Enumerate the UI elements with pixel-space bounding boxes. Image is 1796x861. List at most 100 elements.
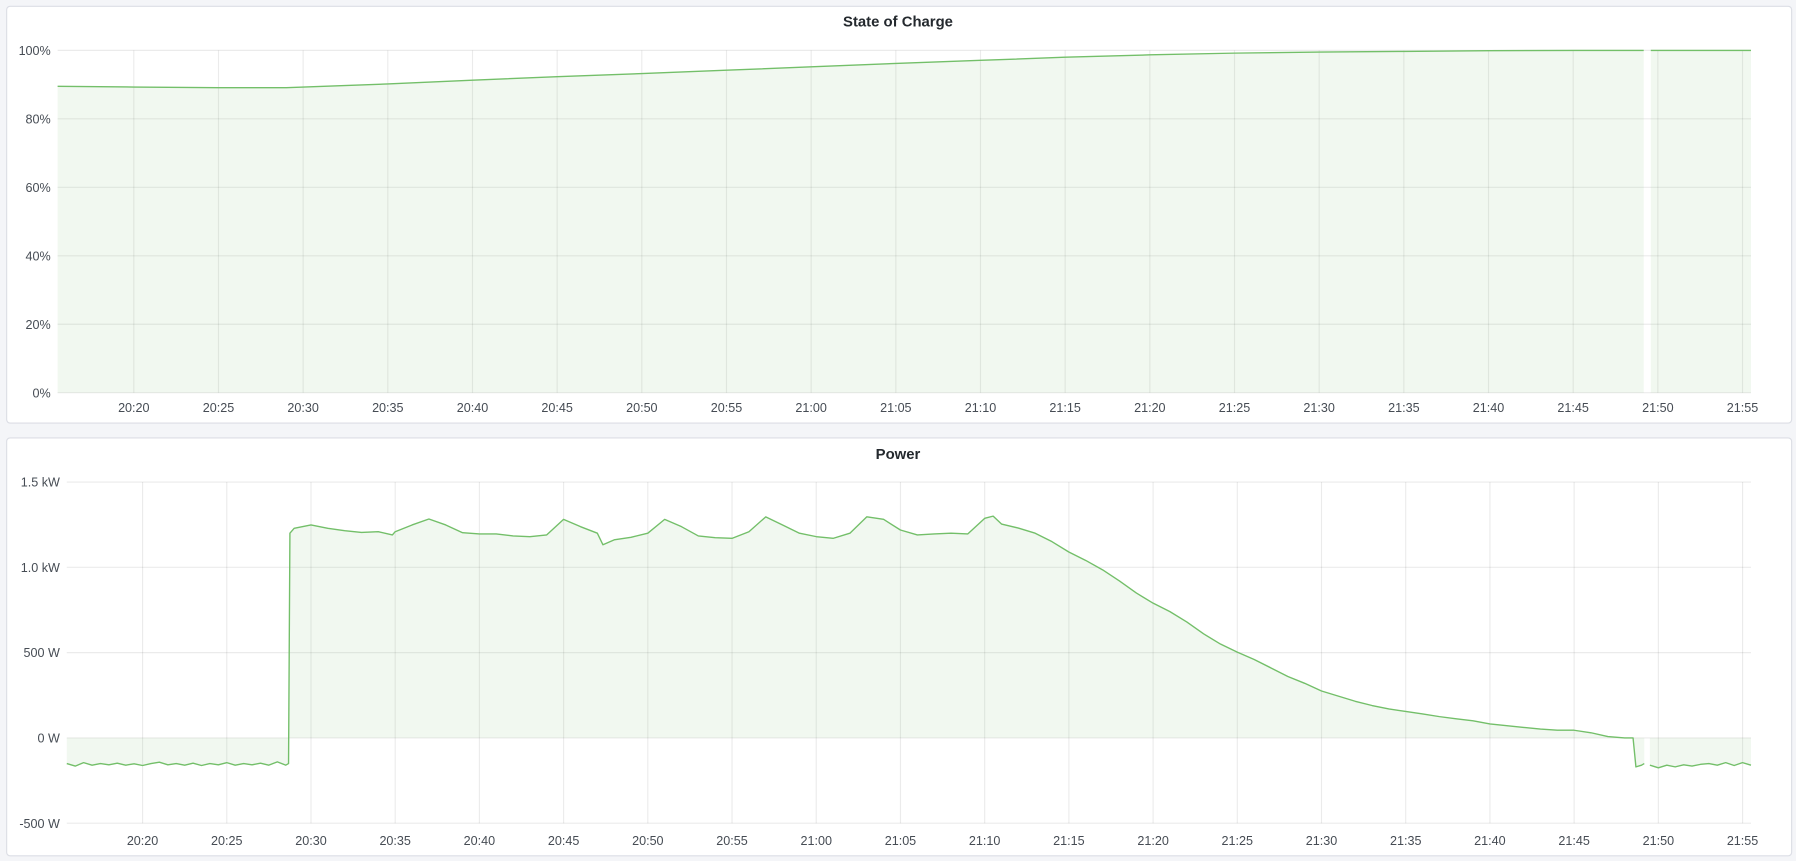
data-point[interactable] [1682,763,1685,766]
data-point[interactable] [680,525,683,528]
data-point[interactable] [116,761,119,764]
data-point[interactable] [1589,731,1592,734]
data-point[interactable] [1623,736,1626,739]
series-line[interactable] [66,515,1645,768]
data-point[interactable] [713,536,716,539]
data-point[interactable] [410,523,413,526]
data-point[interactable] [1606,735,1609,738]
data-point[interactable] [284,86,287,89]
data-point[interactable] [809,65,812,68]
data-point[interactable] [233,763,236,766]
data-point[interactable] [250,763,253,766]
data-point[interactable] [1148,53,1151,56]
data-point[interactable] [1488,722,1491,725]
data-point[interactable] [1033,531,1036,534]
data-point[interactable] [815,535,818,538]
data-point[interactable] [288,531,291,534]
data-point[interactable] [166,763,169,766]
data-point[interactable] [1286,675,1289,678]
data-point[interactable] [471,78,474,81]
data-point[interactable] [267,763,270,766]
data-point[interactable] [1673,765,1676,768]
data-point[interactable] [1699,763,1702,766]
data-point[interactable] [562,518,565,521]
data-point[interactable] [1643,762,1646,765]
data-point[interactable] [1236,650,1239,653]
data-point[interactable] [1320,689,1323,692]
data-point[interactable] [1118,579,1121,582]
data-point[interactable] [1252,658,1255,661]
data-point[interactable] [1084,559,1087,562]
data-point[interactable] [1471,719,1474,722]
data-point[interactable] [242,762,245,765]
data-point[interactable] [831,537,834,540]
data-point[interactable] [259,761,262,764]
data-point[interactable] [1317,50,1320,53]
data-point[interactable] [640,72,643,75]
data-point[interactable] [107,763,110,766]
data-point[interactable] [1135,591,1138,594]
data-point[interactable] [1269,666,1272,669]
data-point[interactable] [991,514,994,517]
data-point[interactable] [1219,642,1222,645]
data-point[interactable] [175,762,178,765]
data-point[interactable] [360,531,363,534]
data-point[interactable] [478,532,481,535]
data-point[interactable] [663,518,666,521]
data-point[interactable] [596,531,599,534]
data-point[interactable] [208,762,211,765]
data-point[interactable] [1634,765,1637,768]
data-point[interactable] [1732,764,1735,767]
data-point[interactable] [916,533,919,536]
data-point[interactable] [1067,550,1070,553]
data-point[interactable] [528,535,531,538]
data-point[interactable] [1000,522,1003,525]
data-point[interactable] [1185,620,1188,623]
data-point[interactable] [1050,540,1053,543]
data-point[interactable] [725,69,728,72]
data-point[interactable] [90,763,93,766]
data-point[interactable] [287,762,290,765]
data-point[interactable] [1707,762,1710,765]
data-point[interactable] [1017,526,1020,529]
data-point[interactable] [56,85,59,88]
data-point[interactable] [1539,727,1542,730]
data-point[interactable] [612,538,615,541]
data-point[interactable] [65,762,68,765]
data-point[interactable] [343,529,346,532]
data-point[interactable] [1716,763,1719,766]
data-point[interactable] [899,528,902,531]
data-point[interactable] [697,534,700,537]
data-point[interactable] [579,525,582,528]
data-point[interactable] [217,763,220,766]
data-point[interactable] [99,762,102,765]
series-line[interactable] [1649,761,1752,769]
data-point[interactable] [555,75,558,78]
data-point[interactable] [461,531,464,534]
data-point[interactable] [1556,729,1559,732]
data-point[interactable] [1438,715,1441,718]
data-point[interactable] [932,532,935,535]
data-point[interactable] [292,527,295,530]
data-point[interactable] [183,763,186,766]
data-point[interactable] [132,85,135,88]
data-point[interactable] [149,762,152,765]
data-point[interactable] [730,537,733,540]
data-point[interactable] [1421,712,1424,715]
data-point[interactable] [1370,704,1373,707]
data-point[interactable] [1387,707,1390,710]
data-point[interactable] [1402,50,1405,53]
data-point[interactable] [191,761,194,764]
data-point[interactable] [132,762,135,765]
data-point[interactable] [1522,726,1525,729]
data-point[interactable] [1337,694,1340,697]
data-point[interactable] [1690,764,1693,767]
data-point[interactable] [1487,49,1490,52]
data-point[interactable] [386,82,389,85]
data-point[interactable] [545,533,548,536]
data-point[interactable] [1572,729,1575,732]
data-point[interactable] [326,527,329,530]
series-line[interactable] [57,49,1644,89]
data-point[interactable] [141,764,144,767]
data-point[interactable] [1741,761,1744,764]
